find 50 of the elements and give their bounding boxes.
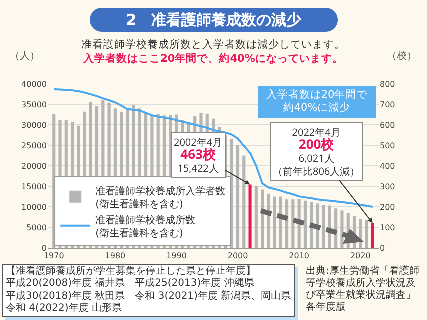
text: 入学者数はここ20年間で、約40%になっています。 [84,53,344,65]
annotation: （前年比806人減） [273,164,360,178]
y2-tick-label: 100 [380,223,396,232]
y2-tick-label: 800 [380,80,396,89]
y2-tick-label: 300 [380,182,396,192]
x-tick-label: 2000 [228,252,248,261]
bar [322,205,326,248]
chart-title: 2 准看護師養成数の減少 [90,8,338,32]
text: 【准看護師養成所が学生募集を停止した県と停止年度】 [6,266,257,278]
legend-label: 准看護師学校養成所入学者数(衛生看護科を含む) [96,185,226,210]
y-tick-label: 10000 [22,202,47,212]
legend-label: 准看護師学校養成所数(衛生看護科を含む) [96,214,196,240]
annotation: 入学者数は20年間で約40%に減少 [258,86,376,118]
text: 平成20(2008)年度 福井県 平成25(2013)年度 沖縄県 [6,278,256,290]
source-note: 出典:厚生労働省「看護師等学校養成所入学状況及び卒業生就業状況調査」各年度版 [306,266,420,314]
y2-tick-label: 600 [380,120,396,130]
y-tick-label: 40000 [22,80,47,89]
y2-tick-label: 400 [380,162,396,171]
y-tick-label: 0 [42,244,47,253]
y2-tick-label: 200 [380,202,396,212]
y2-axis-title: （校） [387,48,417,62]
annotation: 15,422人 [178,161,219,175]
y-tick-label: 5000 [26,223,47,232]
bar [340,210,344,248]
bar [365,220,368,248]
text: 令和 4(2022)年度 山形県 [6,302,123,316]
x-tick-label: 1990 [166,252,187,261]
x-tick-label: 2020 [350,252,371,261]
annotation: 6,021人 [298,151,334,165]
x-tick-label: 1970 [44,252,64,261]
x-tick-label: 2010 [289,252,310,261]
x-tick-label: 1980 [105,252,126,261]
bar [236,146,240,248]
bar [242,156,246,248]
bar [292,200,295,248]
bar [304,200,307,248]
y-tick-label: 30000 [22,120,47,130]
y2-tick-label: 0 [380,244,386,253]
y-tick-label: 35000 [22,100,47,110]
y-axis-title: （人） [10,48,40,62]
y2-tick-label: 700 [380,100,396,110]
line-series [53,88,374,208]
y-tick-label: 25000 [22,141,47,150]
y-tick-label: 20000 [22,162,47,171]
bar [273,196,276,248]
text: 平成30(2018)年度 秋田県 令和 3(2021)年度 新潟県、岡山県 [6,290,292,302]
y-tick-label: 15000 [22,182,47,192]
y2-tick-label: 500 [380,141,396,150]
bar [254,186,258,248]
chart-subtitle: 准看護師学校養成所数と入学者数は減少しています。 [82,39,346,51]
